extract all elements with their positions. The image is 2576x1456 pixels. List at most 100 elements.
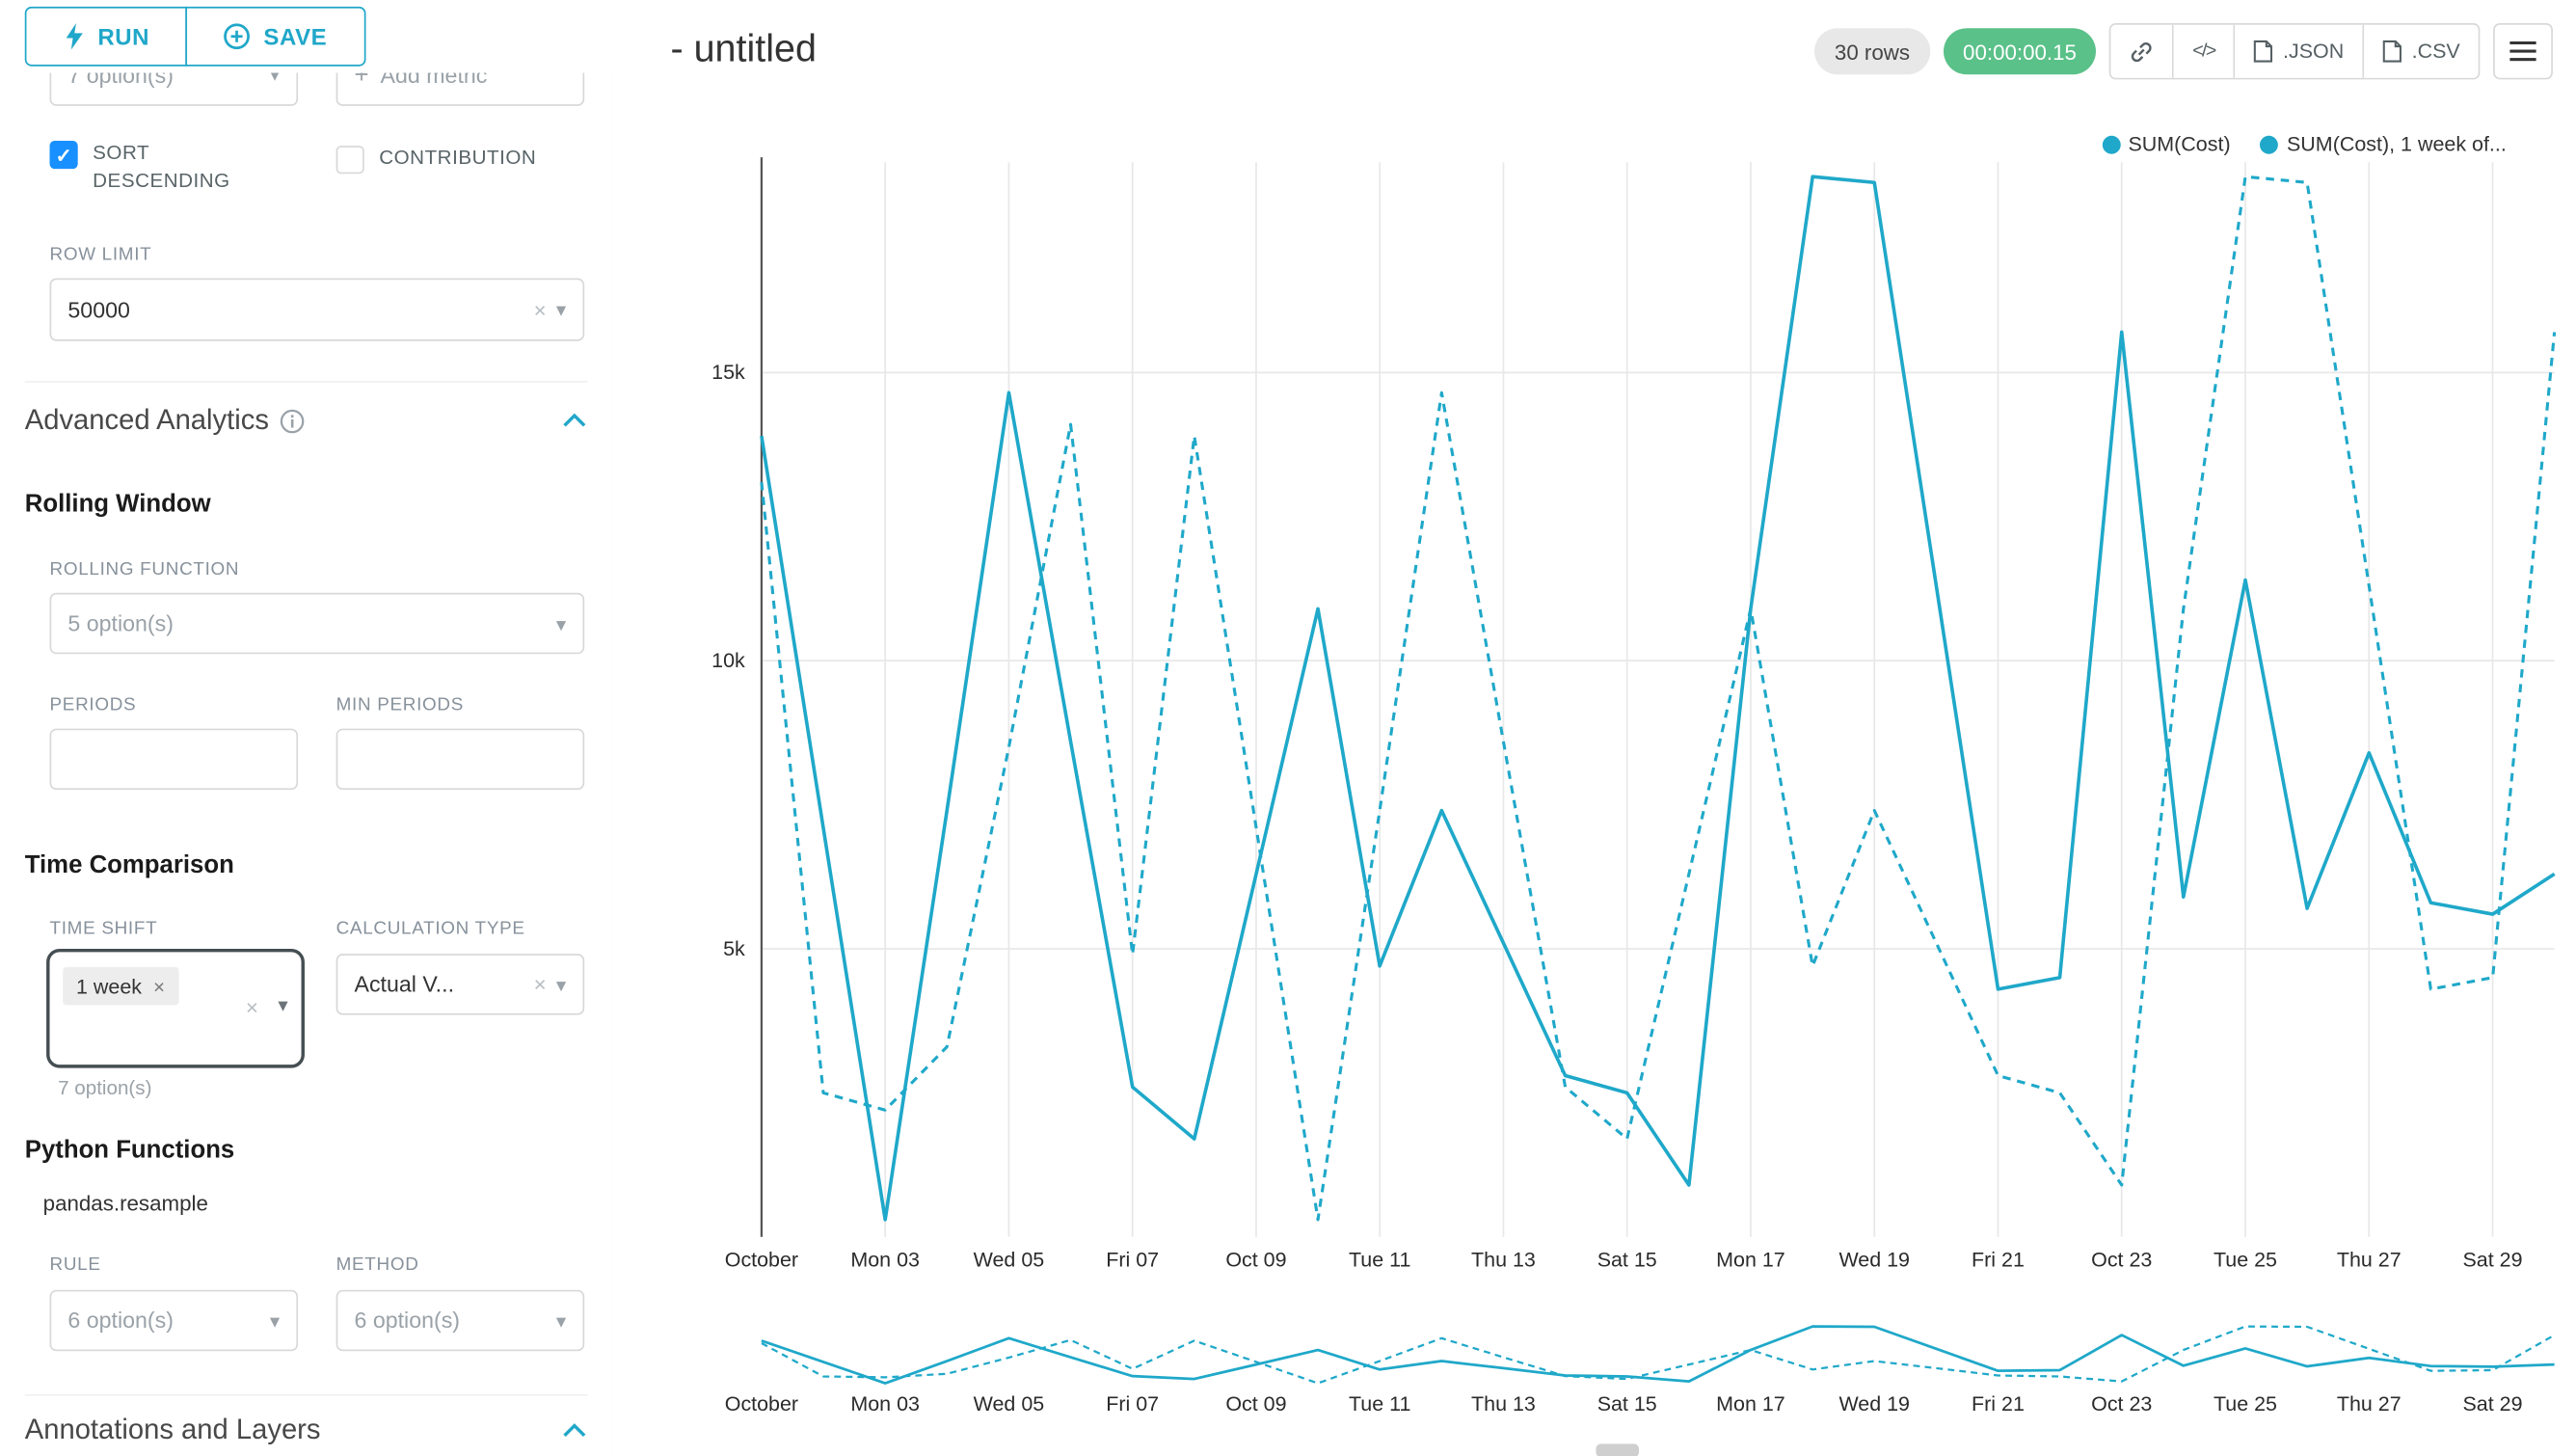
plus-circle-icon	[224, 23, 251, 50]
method-select[interactable]: 6 option(s) ▾	[335, 1289, 585, 1352]
svg-text:Thu 13: Thu 13	[1471, 1392, 1536, 1416]
chevron-down-icon: ▾	[555, 298, 567, 322]
svg-text:10k: 10k	[711, 649, 745, 672]
time-shift-label: TIME SHIFT	[49, 919, 158, 939]
advanced-analytics-header[interactable]: Advanced Analytics	[25, 404, 588, 437]
svg-text:Mon 03: Mon 03	[850, 1392, 920, 1416]
action-bar: RUN SAVE	[0, 0, 613, 73]
row-limit-label: ROW LIMIT	[49, 245, 152, 265]
pandas-resample-label: pandas.resample	[42, 1190, 208, 1216]
export-csv-label: .CSV	[2411, 40, 2460, 64]
section-divider	[24, 380, 588, 383]
time-comparison-title: Time Comparison	[24, 850, 234, 879]
rule-select[interactable]: 6 option(s) ▾	[49, 1289, 299, 1352]
calculation-type-select[interactable]: Actual V... × ▾	[335, 954, 585, 1015]
svg-text:Thu 27: Thu 27	[2337, 1392, 2402, 1416]
sort-descending-label: SORT DESCENDING	[93, 140, 230, 193]
clear-icon[interactable]: ×	[533, 297, 547, 322]
chevron-down-icon: ▾	[555, 972, 567, 996]
annotations-header[interactable]: Annotations and Layers	[25, 1414, 588, 1446]
checkbox-unchecked-icon	[335, 146, 364, 175]
svg-text:October: October	[725, 1392, 798, 1416]
query-timer-badge: 00:00:00.15	[1943, 28, 2097, 75]
chevron-down-icon: ▾	[555, 611, 567, 635]
scroll-handle[interactable]	[1596, 1443, 1640, 1456]
svg-text:Sat 15: Sat 15	[1597, 1392, 1657, 1416]
time-shift-hint: 7 option(s)	[58, 1076, 152, 1100]
chart-canvas[interactable]: October October Mon 03 Mon 03 Wed 05 Wed 05 Fr…	[612, 0, 2576, 1456]
legend-label: SUM(Cost), 1 week of...	[2286, 132, 2507, 156]
rule-value: 6 option(s)	[67, 1308, 174, 1334]
time-shift-tag-label: 1 week	[75, 974, 143, 998]
periods-input[interactable]	[49, 728, 299, 791]
save-button[interactable]: SAVE	[185, 6, 365, 67]
collapse-chevron-icon[interactable]	[561, 1422, 587, 1439]
svg-text:Sat 29: Sat 29	[2462, 1249, 2522, 1272]
svg-text:Wed 05: Wed 05	[974, 1392, 1045, 1416]
svg-text:Wed 05: Wed 05	[974, 1249, 1045, 1272]
calculation-type-value: Actual V...	[354, 971, 455, 997]
collapse-chevron-icon[interactable]	[561, 413, 587, 429]
run-button[interactable]: RUN	[24, 6, 188, 67]
clear-icon[interactable]: ×	[245, 995, 258, 1020]
tag-remove-icon[interactable]: ×	[153, 974, 166, 998]
advanced-analytics-title: Advanced Analytics	[24, 403, 269, 436]
svg-text:Thu 27: Thu 27	[2337, 1249, 2402, 1272]
chevron-down-icon: ▾	[555, 1308, 567, 1333]
checkbox-checked-icon: ✓	[49, 140, 78, 170]
row-limit-select[interactable]: 50000 × ▾	[49, 278, 585, 341]
calculation-type-label: CALCULATION TYPE	[335, 919, 525, 939]
contribution-checkbox[interactable]: CONTRIBUTION	[335, 144, 537, 175]
section-divider	[24, 1393, 588, 1396]
clear-icon[interactable]: ×	[533, 971, 547, 997]
min-periods-input[interactable]	[335, 728, 585, 791]
svg-text:Fri 21: Fri 21	[1972, 1392, 2025, 1416]
save-label: SAVE	[263, 23, 328, 50]
chevron-down-icon: ▾	[269, 63, 281, 87]
row-limit-value: 50000	[67, 297, 130, 322]
svg-text:Fri 07: Fri 07	[1106, 1249, 1159, 1272]
legend-item-sum-cost-offset[interactable]: SUM(Cost), 1 week of...	[2260, 132, 2507, 156]
export-json-button[interactable]: .JSON	[2235, 24, 2364, 78]
legend-dot-icon	[2101, 134, 2120, 153]
row-count-badge: 30 rows	[1814, 28, 1930, 75]
link-icon	[2132, 41, 2153, 62]
export-json-label: .JSON	[2283, 40, 2345, 64]
svg-text:Tue 25: Tue 25	[2214, 1392, 2277, 1416]
chart-legend: SUM(Cost) SUM(Cost), 1 week of...	[2101, 132, 2507, 156]
sort-descending-checkbox[interactable]: ✓ SORT DESCENDING	[49, 139, 274, 197]
periods-label: PERIODS	[49, 695, 137, 715]
svg-text:Fri 21: Fri 21	[1972, 1249, 2025, 1272]
svg-text:Wed 19: Wed 19	[1838, 1249, 1910, 1272]
svg-text:Wed 19: Wed 19	[1838, 1392, 1910, 1416]
method-value: 6 option(s)	[354, 1308, 461, 1334]
time-shift-select[interactable]: 1 week × × ▾	[46, 948, 305, 1068]
annotations-title: Annotations and Layers	[24, 1414, 321, 1446]
svg-text:Tue 11: Tue 11	[1349, 1392, 1410, 1416]
rolling-window-title: Rolling Window	[24, 490, 211, 519]
svg-text:5k: 5k	[723, 937, 745, 960]
svg-text:Mon 03: Mon 03	[850, 1249, 920, 1272]
rolling-function-select[interactable]: 5 option(s) ▾	[49, 592, 585, 655]
svg-text:Fri 07: Fri 07	[1106, 1392, 1159, 1416]
file-json-icon	[2253, 40, 2273, 63]
legend-item-sum-cost[interactable]: SUM(Cost)	[2101, 132, 2231, 156]
svg-text:Oct 09: Oct 09	[1225, 1249, 1286, 1272]
min-periods-label: MIN PERIODS	[335, 695, 465, 715]
svg-text:Thu 13: Thu 13	[1471, 1249, 1536, 1272]
chevron-down-icon: ▾	[278, 993, 288, 1017]
embed-code-button[interactable]: </>	[2174, 24, 2236, 78]
export-button-group: </> .JSON .CSV	[2109, 23, 2481, 80]
export-csv-button[interactable]: .CSV	[2363, 24, 2479, 78]
chart-menu-button[interactable]	[2493, 23, 2553, 80]
svg-text:Sat 29: Sat 29	[2462, 1392, 2522, 1416]
chart-panel: - untitled 30 rows 00:00:00.15 </>	[612, 0, 2576, 1456]
svg-text:Oct 23: Oct 23	[2091, 1249, 2152, 1272]
info-icon	[281, 408, 306, 433]
legend-dot-icon	[2260, 134, 2279, 153]
method-label: METHOD	[335, 1254, 419, 1276]
copy-link-button[interactable]	[2111, 24, 2175, 78]
legend-label: SUM(Cost)	[2128, 132, 2231, 156]
